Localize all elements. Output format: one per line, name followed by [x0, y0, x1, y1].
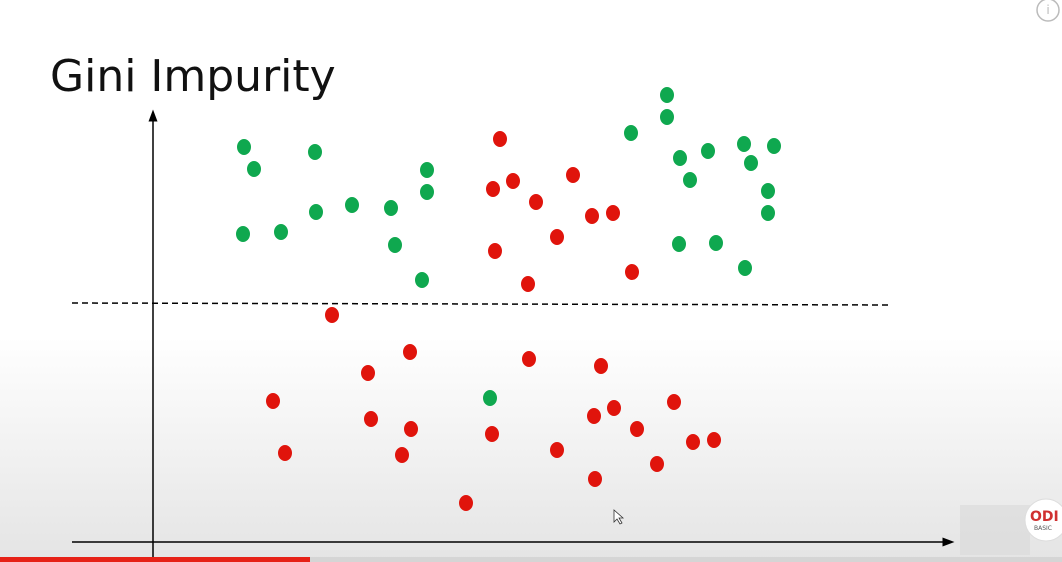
red-dot	[266, 393, 280, 409]
green-dot	[701, 143, 715, 159]
red-dot	[686, 434, 700, 450]
red-dot	[585, 208, 599, 224]
red-dot	[667, 394, 681, 410]
progress-bar[interactable]	[0, 557, 310, 562]
red-dot	[529, 194, 543, 210]
green-dot	[738, 260, 752, 276]
red-dot	[486, 181, 500, 197]
green-dot	[660, 109, 674, 125]
slide-title: Gini Impurity	[50, 51, 336, 102]
red-dot	[403, 344, 417, 360]
green-dot	[420, 184, 434, 200]
red-dot	[506, 173, 520, 189]
blur	[960, 505, 1030, 555]
red-dot	[325, 307, 339, 323]
red-dot	[707, 432, 721, 448]
logo-subtext: BASIC	[1034, 525, 1052, 532]
green-dot	[274, 224, 288, 240]
red-dot	[459, 495, 473, 511]
green-dot	[420, 162, 434, 178]
red-dot	[550, 442, 564, 458]
red-dot	[361, 365, 375, 381]
green-dot	[767, 138, 781, 154]
split-line	[71, 302, 891, 306]
red-dot	[550, 229, 564, 245]
channel-logo[interactable]	[1024, 498, 1062, 542]
green-dot	[345, 197, 359, 213]
green-dot	[744, 155, 758, 171]
green-dot	[737, 136, 751, 152]
info-icon[interactable]	[1036, 0, 1060, 22]
green-dot	[660, 87, 674, 103]
red-dot	[521, 276, 535, 292]
green-dot	[247, 161, 261, 177]
red-dot	[404, 421, 418, 437]
green-dot	[308, 144, 322, 160]
green-dot	[309, 204, 323, 220]
green-dot	[384, 200, 398, 216]
green-dot	[761, 205, 775, 221]
red-dot	[587, 408, 601, 424]
red-dot	[588, 471, 602, 487]
red-dot	[566, 167, 580, 183]
green-dot	[683, 172, 697, 188]
red-dot	[395, 447, 409, 463]
green-dot	[237, 139, 251, 155]
red-dot	[493, 131, 507, 147]
green-dot	[672, 236, 686, 252]
red-dot	[485, 426, 499, 442]
red-dot	[594, 358, 608, 374]
dots	[236, 87, 781, 511]
green-dot	[709, 235, 723, 251]
red-dot	[625, 264, 639, 280]
red-dot	[278, 445, 292, 461]
logo-text: ODI	[1030, 509, 1059, 525]
red-dot	[364, 411, 378, 427]
info-icon-glyph: i	[1046, 3, 1049, 17]
green-dot	[483, 390, 497, 406]
green-dot	[236, 226, 250, 242]
progress-track[interactable]	[0, 557, 1062, 562]
red-dot	[607, 400, 621, 416]
red-dot	[606, 205, 620, 221]
green-dot	[761, 183, 775, 199]
red-dot	[630, 421, 644, 437]
green-dot	[415, 272, 429, 288]
green-dot	[624, 125, 638, 141]
green-dot	[673, 150, 687, 166]
red-dot	[488, 243, 502, 259]
red-dot	[650, 456, 664, 472]
green-dot	[388, 237, 402, 253]
cursor	[613, 509, 625, 525]
red-dot	[522, 351, 536, 367]
